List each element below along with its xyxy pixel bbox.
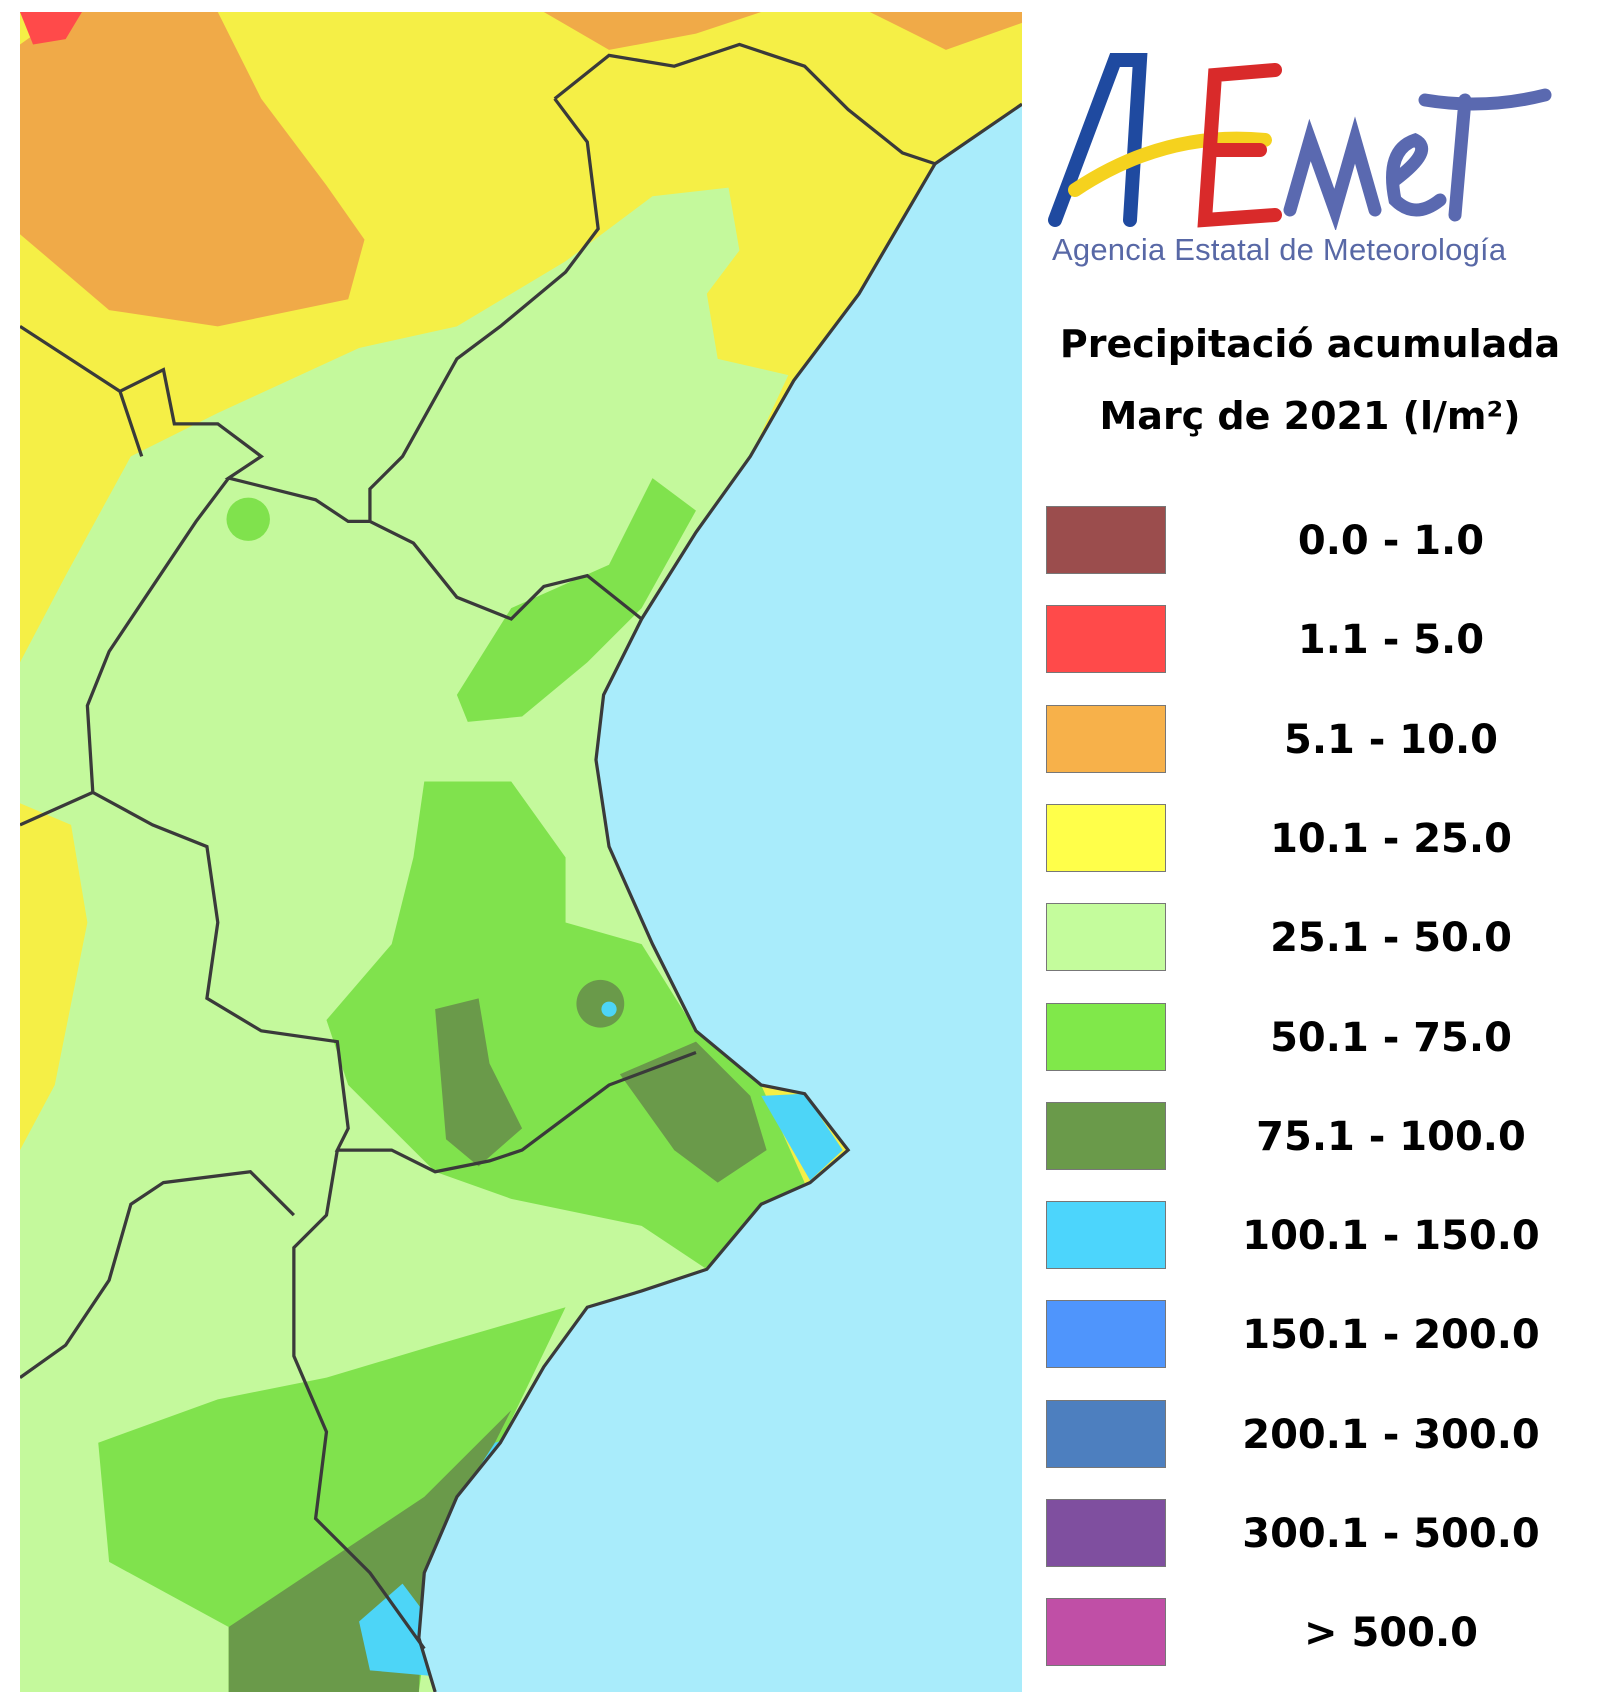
legend-swatch: [1046, 1399, 1166, 1468]
legend-item: 200.1 - 300.0: [1046, 1399, 1586, 1472]
legend-item: 150.1 - 200.0: [1046, 1300, 1586, 1372]
legend-swatch: [1046, 704, 1166, 773]
legend-item: 100.1 - 150.0: [1046, 1201, 1586, 1273]
legend-item: > 500.0: [1046, 1598, 1586, 1670]
legend-swatch: [1046, 1300, 1166, 1369]
legend-item: 75.1 - 100.0: [1046, 1101, 1586, 1174]
legend-item: 1.1 - 5.0: [1046, 605, 1586, 677]
legend-label: 300.1 - 500.0: [1242, 1511, 1540, 1557]
legend-label: 75.1 - 100.0: [1256, 1113, 1526, 1160]
legend-item: 50.1 - 75.0: [1046, 1002, 1586, 1075]
precipitation-map: [20, 12, 1022, 1692]
aemet-logo: [1048, 53, 1552, 230]
legend-label: 0.0 - 1.0: [1297, 518, 1485, 564]
legend-label: 10.1 - 25.0: [1270, 815, 1512, 862]
legend-item: 10.1 - 25.0: [1046, 803, 1586, 876]
map-subtitle: Març de 2021 (l/m²): [1099, 394, 1521, 438]
legend-swatch: [1046, 1598, 1166, 1667]
legend-swatch: [1046, 605, 1166, 674]
legend-item: 0.0 - 1.0: [1046, 506, 1586, 578]
map-title: Precipitació acumulada: [1059, 322, 1561, 366]
legend-swatch: [1046, 506, 1166, 574]
legend-swatch: [1046, 903, 1166, 972]
legend-label: > 500.0: [1304, 1610, 1478, 1657]
legend-label: 1.1 - 5.0: [1297, 617, 1485, 664]
legend-item: 300.1 - 500.0: [1046, 1499, 1586, 1571]
legend-swatch: [1046, 1002, 1166, 1071]
sea: [418, 104, 1022, 1692]
legend-label: 50.1 - 75.0: [1270, 1014, 1512, 1061]
red-zone: [20, 12, 82, 45]
legend-swatch: [1046, 1201, 1166, 1270]
legend-swatch: [1046, 1499, 1166, 1567]
agency-name: Agencia Estatal de Meteorología: [1052, 232, 1507, 267]
legend-item: 5.1 - 10.0: [1046, 704, 1586, 777]
province-borders: [20, 42, 1022, 1692]
legend-item: 25.1 - 50.0: [1046, 903, 1586, 975]
legend-swatch: [1046, 803, 1166, 872]
legend-label: 150.1 - 200.0: [1242, 1312, 1540, 1359]
legend-label: 25.1 - 50.0: [1270, 915, 1512, 962]
legend-label: 5.1 - 10.0: [1283, 716, 1498, 763]
legend-label: 200.1 - 300.0: [1242, 1411, 1540, 1458]
orange-zones: [20, 12, 1022, 327]
legend-label: 100.1 - 150.0: [1242, 1213, 1540, 1260]
legend-swatch: [1046, 1101, 1166, 1170]
